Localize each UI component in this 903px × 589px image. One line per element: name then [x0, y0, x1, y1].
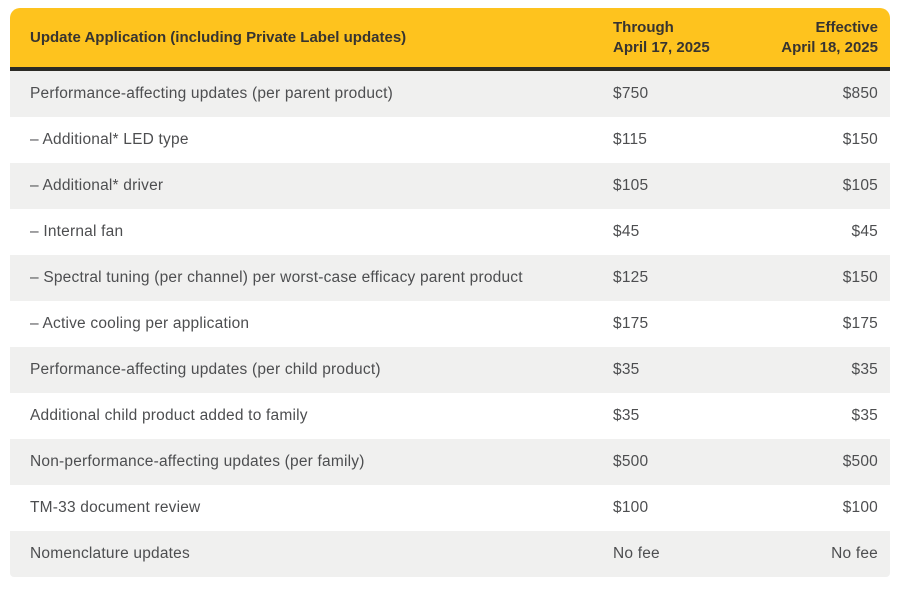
row-label: – Internal fan	[30, 223, 124, 240]
row-fee-effective: $35	[851, 407, 878, 424]
fee-table-header: Update Application (including Private La…	[10, 8, 890, 71]
table-row: Performance-affecting updates (per child…	[10, 347, 890, 393]
row-fee-effective: $105	[842, 177, 878, 194]
row-fee-effective: No fee	[831, 545, 878, 562]
row-fee-through: $750	[613, 85, 649, 102]
row-fee-through: $35	[613, 407, 640, 424]
row-label: Nomenclature updates	[30, 545, 190, 562]
row-fee-through: $500	[613, 453, 649, 470]
table-row: Additional child product added to family…	[10, 393, 890, 439]
row-fee-effective: $35	[851, 361, 878, 378]
row-label: – Additional* LED type	[30, 131, 189, 148]
row-fee-effective: $100	[842, 499, 878, 516]
table-row: – Active cooling per application $175 $1…	[10, 301, 890, 347]
table-row: – Spectral tuning (per channel) per wors…	[10, 255, 890, 301]
row-label: Performance-affecting updates (per child…	[30, 361, 381, 378]
row-fee-through: $35	[613, 361, 640, 378]
table-row: Nomenclature updates No fee No fee	[10, 531, 890, 577]
row-label: – Additional* driver	[30, 177, 164, 194]
row-fee-effective: $175	[842, 315, 878, 332]
row-fee-through: $100	[613, 499, 649, 516]
row-fee-effective: $500	[842, 453, 878, 470]
header-col-through: Through April 17, 2025	[613, 19, 710, 56]
row-fee-through: No fee	[613, 545, 660, 562]
table-row: – Additional* driver $105 $105	[10, 163, 890, 209]
row-label: – Active cooling per application	[30, 315, 250, 332]
row-fee-through: $105	[613, 177, 649, 194]
row-fee-through: $115	[613, 131, 648, 148]
row-fee-through: $175	[613, 315, 649, 332]
fee-table: Update Application (including Private La…	[10, 8, 890, 577]
table-row: Non-performance-affecting updates (per f…	[10, 439, 890, 485]
table-row: – Additional* LED type $115 $150	[10, 117, 890, 163]
row-fee-effective: $850	[842, 85, 878, 102]
row-fee-effective: $150	[842, 131, 878, 148]
table-row: – Internal fan $45 $45	[10, 209, 890, 255]
row-label: Performance-affecting updates (per paren…	[30, 85, 393, 102]
table-row: Performance-affecting updates (per paren…	[10, 71, 890, 117]
row-label: Non-performance-affecting updates (per f…	[30, 453, 365, 470]
fee-table-body: Performance-affecting updates (per paren…	[10, 71, 890, 577]
header-col-effective: Effective April 18, 2025	[781, 19, 878, 56]
row-fee-through: $45	[613, 223, 640, 240]
row-label: – Spectral tuning (per channel) per wors…	[30, 269, 523, 286]
row-label: TM-33 document review	[30, 499, 201, 516]
row-fee-through: $125	[613, 269, 649, 286]
row-fee-effective: $45	[851, 223, 878, 240]
row-fee-effective: $150	[842, 269, 878, 286]
table-row: TM-33 document review $100 $100	[10, 485, 890, 531]
header-title: Update Application (including Private La…	[30, 28, 407, 46]
row-label: Additional child product added to family	[30, 407, 308, 424]
